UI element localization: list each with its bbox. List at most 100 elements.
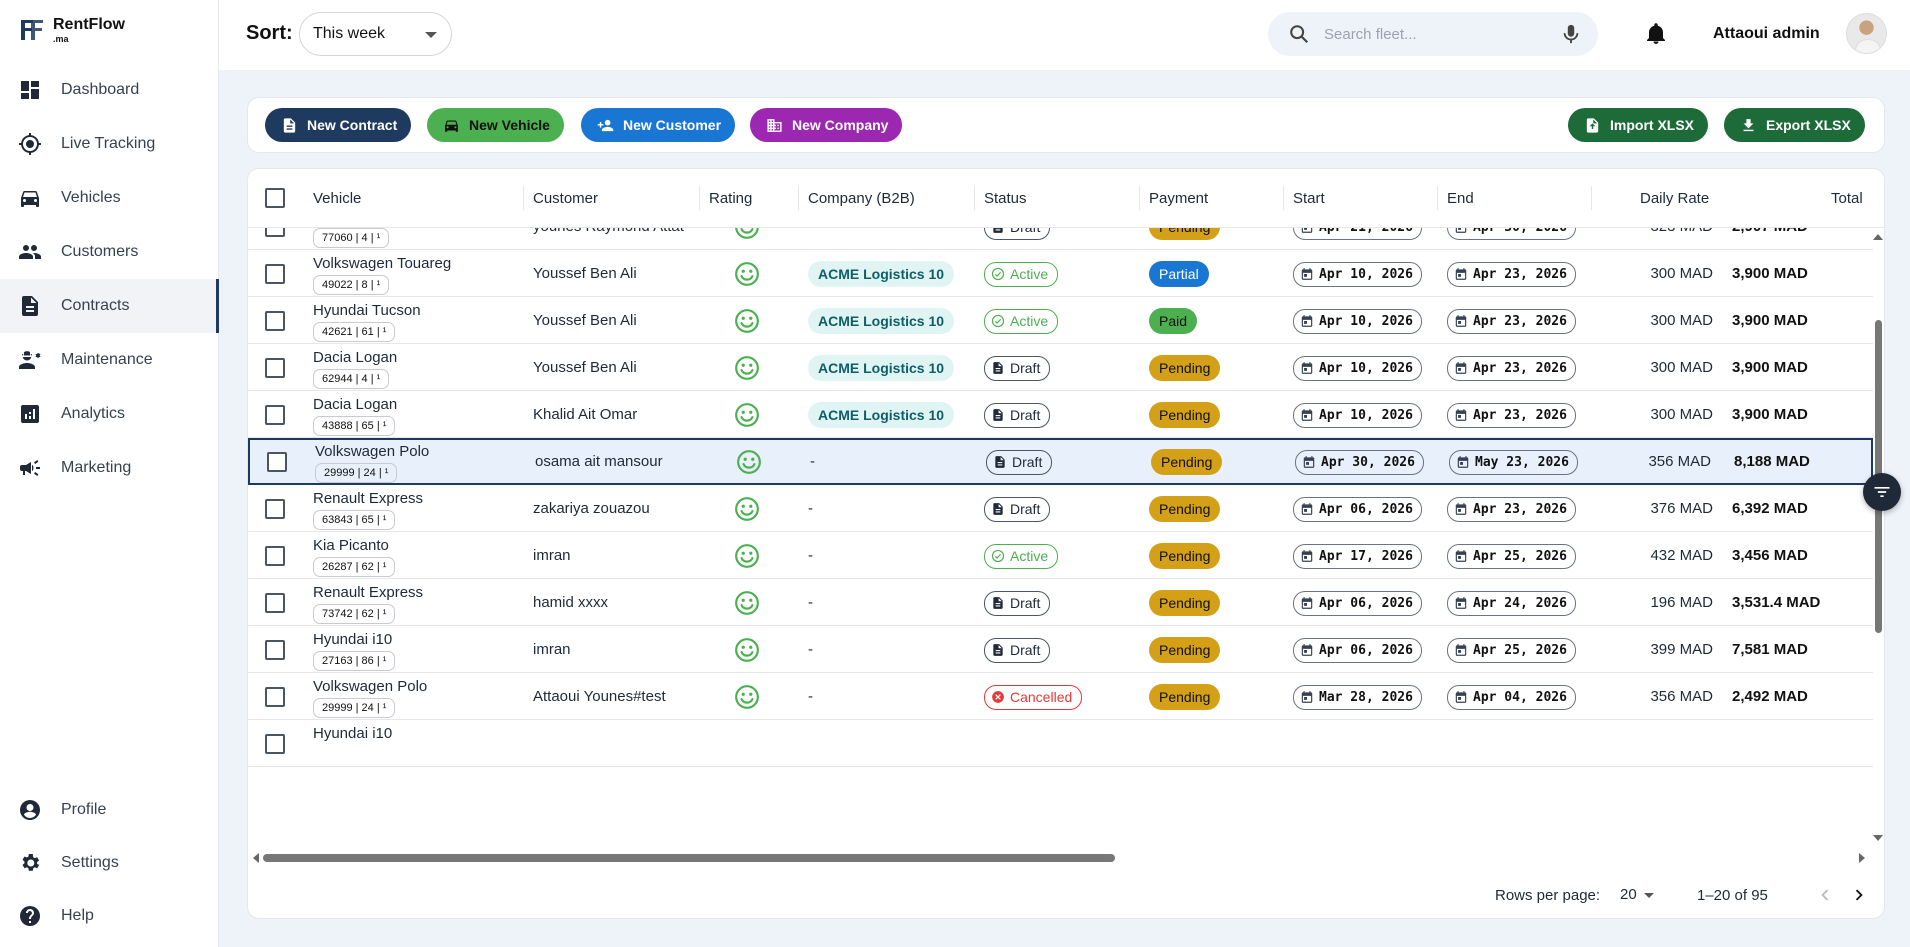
table-row[interactable]: 77060 | 4 | ¹ younes Raymond Attat - Draft P… xyxy=(248,228,1873,250)
sidebar-item-dashboard[interactable]: Dashboard xyxy=(0,63,219,117)
sidebar-item-analytics[interactable]: Analytics xyxy=(0,387,219,441)
vehicle-name[interactable]: Renault Express xyxy=(313,584,424,601)
col-company[interactable]: Company (B2B) xyxy=(808,190,915,207)
sort-select[interactable]: This week xyxy=(299,12,452,56)
end-date-chip[interactable]: Apr 23, 2026 xyxy=(1447,355,1576,381)
row-checkbox[interactable] xyxy=(265,498,285,519)
table-row[interactable]: Volkswagen Polo 29999 | 24 | ¹ Attaoui You… xyxy=(248,673,1873,720)
start-date-chip[interactable]: Apr 10, 2026 xyxy=(1293,402,1422,428)
col-daily-rate[interactable]: Daily Rate xyxy=(1640,190,1710,207)
vehicle-name[interactable]: Volkswagen Touareg xyxy=(313,255,452,272)
scroll-up-icon[interactable] xyxy=(1873,234,1883,240)
col-total[interactable]: Total xyxy=(1831,190,1863,207)
microphone-icon[interactable] xyxy=(1560,22,1582,46)
new-customer-button[interactable]: New Customer xyxy=(581,108,736,142)
row-checkbox[interactable] xyxy=(265,263,285,284)
chevron-down-icon[interactable] xyxy=(1644,893,1654,898)
sidebar-item-live-tracking[interactable]: Live Tracking xyxy=(0,117,219,171)
start-date-chip[interactable]: Mar 28, 2026 xyxy=(1293,684,1422,710)
start-date-chip[interactable]: Apr 06, 2026 xyxy=(1293,590,1422,616)
row-checkbox[interactable] xyxy=(265,545,285,566)
customer-name[interactable]: osama ait mansour xyxy=(535,452,663,470)
select-all-checkbox[interactable] xyxy=(265,188,285,208)
sidebar-item-settings[interactable]: Settings xyxy=(0,836,219,889)
row-checkbox[interactable] xyxy=(265,404,285,425)
customer-name[interactable]: imran xyxy=(533,640,571,658)
customer-name[interactable]: Youssef Ben Ali xyxy=(533,311,637,329)
rows-per-page-select[interactable]: 20 xyxy=(1620,886,1637,903)
chevron-right-icon[interactable] xyxy=(1848,884,1870,906)
vehicle-name[interactable]: Hyundai i10 xyxy=(313,631,393,648)
sidebar-item-profile[interactable]: Profile xyxy=(0,783,219,836)
notification-bell-icon[interactable] xyxy=(1644,21,1668,47)
end-date-chip[interactable]: Apr 24, 2026 xyxy=(1447,590,1576,616)
sidebar-item-vehicles[interactable]: Vehicles xyxy=(0,171,219,225)
customer-name[interactable]: imran xyxy=(533,546,571,564)
sidebar-item-maintenance[interactable]: Maintenance xyxy=(0,333,219,387)
col-status[interactable]: Status xyxy=(984,190,1027,207)
row-checkbox[interactable] xyxy=(265,686,285,707)
table-row[interactable]: Hyundai Tucson 42621 | 61 | ¹ Youssef Ben … xyxy=(248,297,1873,344)
scroll-right-icon[interactable] xyxy=(1859,853,1865,863)
scroll-down-icon[interactable] xyxy=(1873,835,1883,841)
vehicle-name[interactable]: Renault Express xyxy=(313,490,424,507)
vehicle-name[interactable]: Hyundai Tucson xyxy=(313,302,421,319)
start-date-chip[interactable]: Apr 21, 2026 xyxy=(1293,228,1422,240)
end-date-chip[interactable]: Apr 23, 2026 xyxy=(1447,496,1576,522)
vehicle-name[interactable]: Dacia Logan xyxy=(313,396,398,413)
end-date-chip[interactable]: Apr 30, 2026 xyxy=(1447,228,1576,240)
sidebar-item-marketing[interactable]: Marketing xyxy=(0,441,219,495)
start-date-chip[interactable]: Apr 10, 2026 xyxy=(1293,355,1422,381)
table-row[interactable]: Dacia Logan 62944 | 4 | ¹ Youssef Ben Ali A… xyxy=(248,344,1873,391)
start-date-chip[interactable]: Apr 17, 2026 xyxy=(1293,543,1422,569)
filter-toggle-button[interactable] xyxy=(1863,473,1901,511)
import-xlsx-button[interactable]: Import XLSX xyxy=(1568,108,1709,142)
customer-name[interactable]: younes Raymond Attat xyxy=(533,228,684,235)
customer-name[interactable]: Youssef Ben Ali xyxy=(533,358,637,376)
table-row[interactable]: Dacia Logan 43888 | 65 | ¹ Khalid Ait Omar… xyxy=(248,391,1873,438)
avatar[interactable] xyxy=(1846,13,1887,54)
end-date-chip[interactable]: Apr 25, 2026 xyxy=(1447,543,1576,569)
start-date-chip[interactable]: Apr 06, 2026 xyxy=(1293,637,1422,663)
table-row[interactable]: Hyundai i10 27163 | 86 | ¹ imran - Draft Pend… xyxy=(248,626,1873,673)
customer-name[interactable]: Khalid Ait Omar xyxy=(533,405,638,423)
sidebar-item-contracts[interactable]: Contracts xyxy=(0,279,219,333)
start-date-chip[interactable]: Apr 10, 2026 xyxy=(1293,308,1422,334)
vehicle-name[interactable]: Volkswagen Polo xyxy=(313,678,428,695)
company-chip[interactable]: ACME Logistics 10 xyxy=(808,401,955,428)
company-chip[interactable]: ACME Logistics 10 xyxy=(808,307,955,334)
end-date-chip[interactable]: Apr 23, 2026 xyxy=(1447,261,1576,287)
new-vehicle-button[interactable]: New Vehicle xyxy=(427,108,564,142)
export-xlsx-button[interactable]: Export XLSX xyxy=(1724,108,1865,142)
start-date-chip[interactable]: Apr 10, 2026 xyxy=(1293,261,1422,287)
col-start[interactable]: Start xyxy=(1293,190,1325,207)
col-end[interactable]: End xyxy=(1447,190,1474,207)
table-row[interactable]: Volkswagen Touareg 49022 | 8 | ¹ Youssef B… xyxy=(248,250,1873,297)
col-customer[interactable]: Customer xyxy=(533,190,599,207)
chevron-left-icon[interactable] xyxy=(1814,884,1836,906)
horizontal-scrollbar[interactable] xyxy=(248,851,1873,865)
vertical-scrollbar[interactable] xyxy=(1870,228,1884,850)
row-checkbox[interactable] xyxy=(265,733,285,754)
search-input[interactable] xyxy=(1324,12,1544,56)
vehicle-name[interactable]: Hyundai i10 xyxy=(313,725,393,742)
col-rating[interactable]: Rating xyxy=(709,190,753,207)
row-checkbox[interactable] xyxy=(265,592,285,613)
row-checkbox[interactable] xyxy=(265,310,285,331)
customer-name[interactable]: Youssef Ben Ali xyxy=(533,264,637,282)
company-chip[interactable]: ACME Logistics 10 xyxy=(808,260,955,287)
brand-logo[interactable]: RentFlow .ma xyxy=(18,16,125,44)
row-checkbox[interactable] xyxy=(265,228,285,237)
company-chip[interactable]: ACME Logistics 10 xyxy=(808,354,955,381)
end-date-chip[interactable]: Apr 23, 2026 xyxy=(1447,308,1576,334)
vehicle-name[interactable]: Volkswagen Polo xyxy=(315,443,430,460)
end-date-chip[interactable]: Apr 23, 2026 xyxy=(1447,402,1576,428)
start-date-chip[interactable]: Apr 06, 2026 xyxy=(1293,496,1422,522)
customer-name[interactable]: Attaoui Younes#test xyxy=(533,687,666,705)
end-date-chip[interactable]: Apr 25, 2026 xyxy=(1447,637,1576,663)
vehicle-name[interactable]: Dacia Logan xyxy=(313,349,398,366)
table-row[interactable]: Renault Express 73742 | 62 | ¹ hamid xxxx -… xyxy=(248,579,1873,626)
row-checkbox[interactable] xyxy=(267,451,287,472)
row-checkbox[interactable] xyxy=(265,639,285,660)
customer-name[interactable]: zakariya zouazou xyxy=(533,499,650,517)
